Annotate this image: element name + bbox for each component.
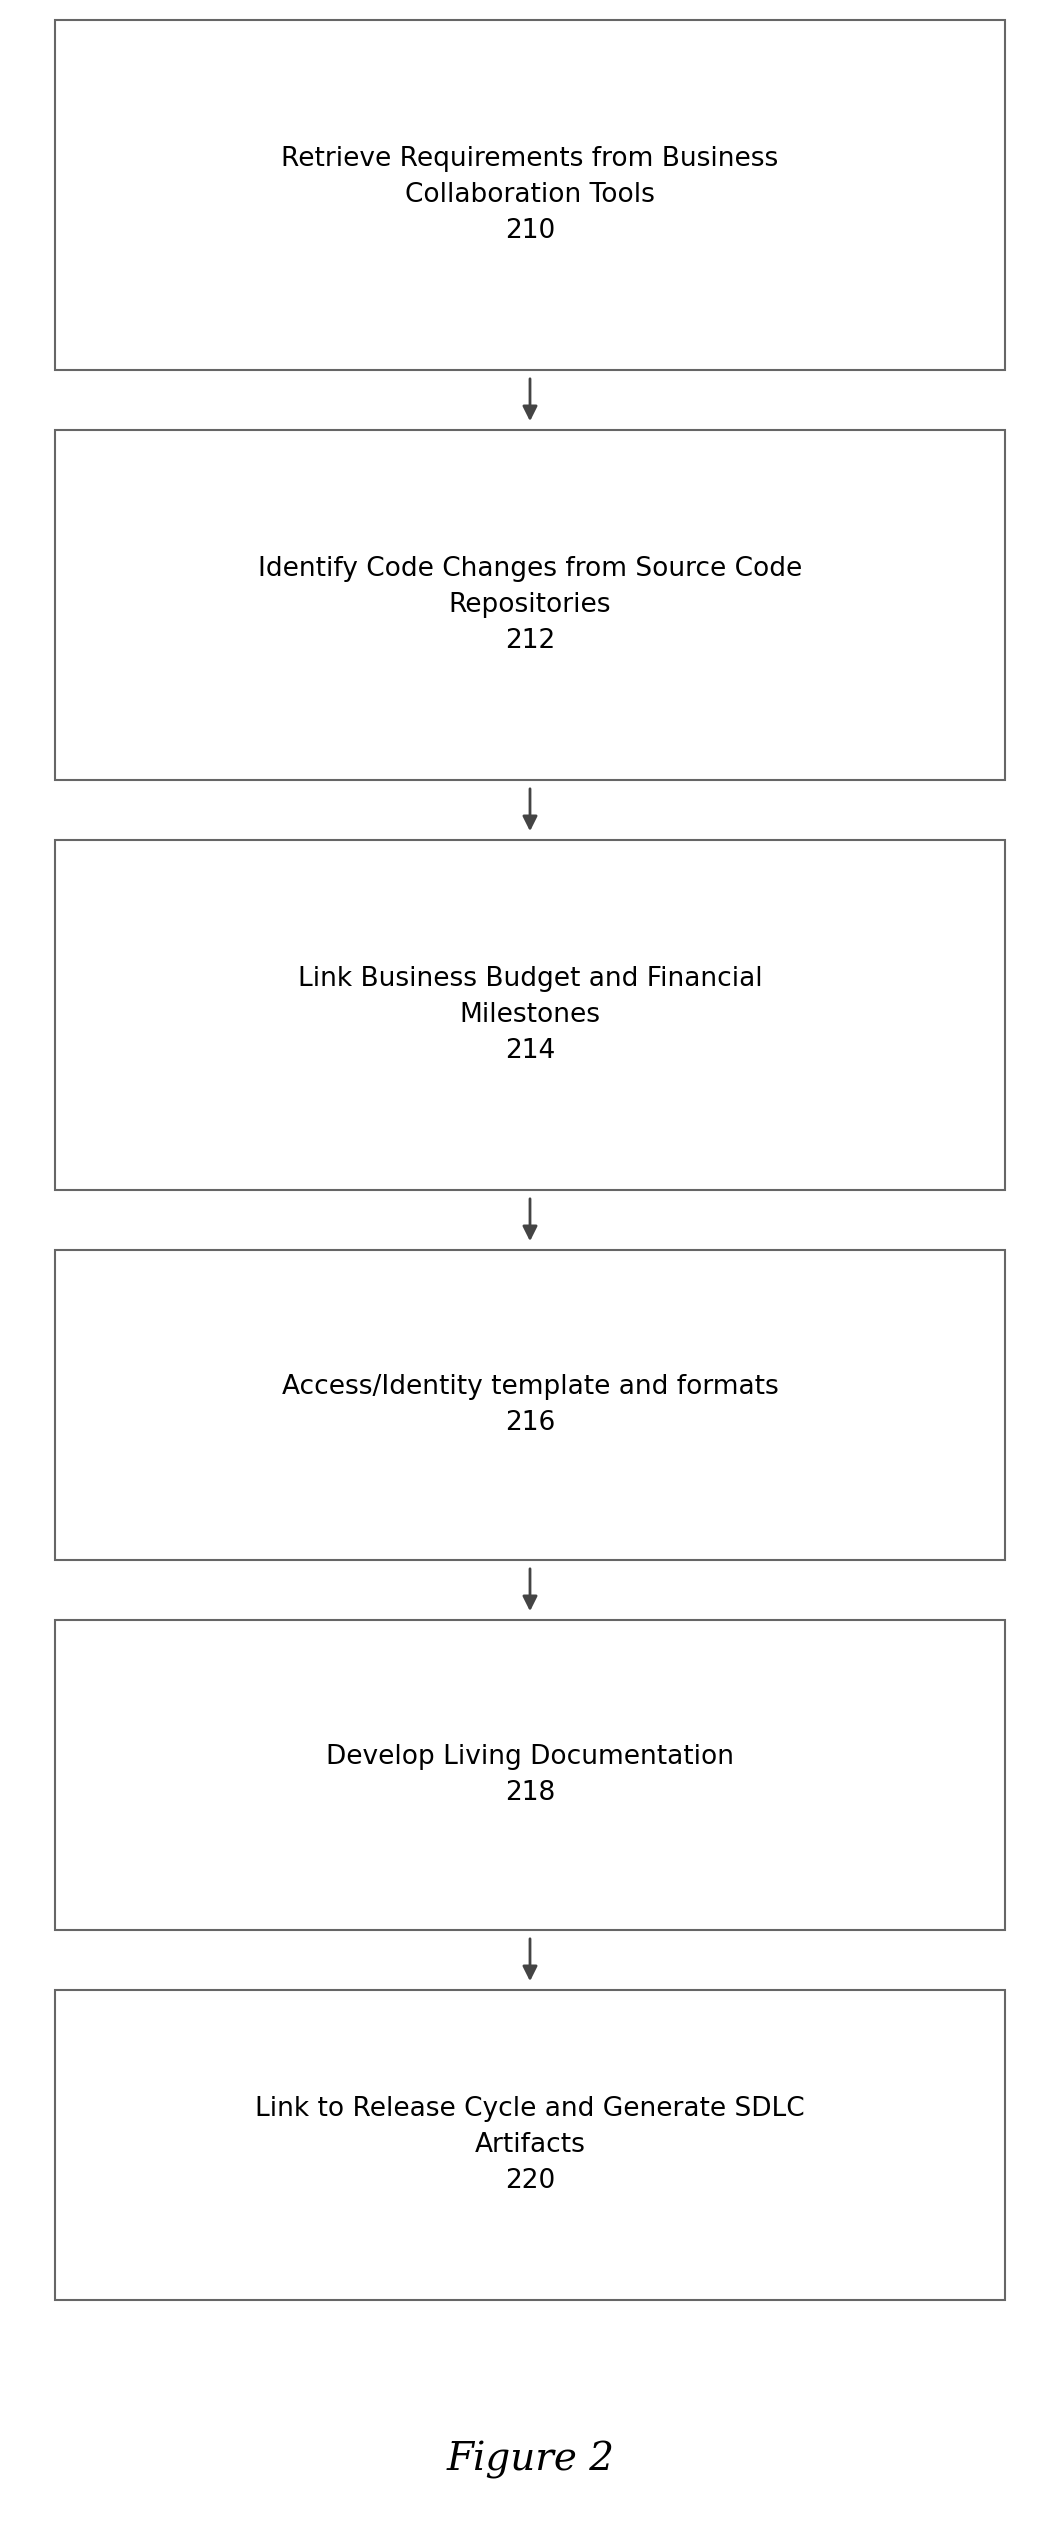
Text: Link Business Budget and Financial
Milestones
214: Link Business Budget and Financial Miles… [297, 965, 763, 1064]
FancyBboxPatch shape [55, 1250, 1005, 1561]
FancyBboxPatch shape [55, 840, 1005, 1189]
Text: Identify Code Changes from Source Code
Repositories
212: Identify Code Changes from Source Code R… [258, 555, 802, 654]
FancyBboxPatch shape [55, 20, 1005, 369]
Text: Figure 2: Figure 2 [447, 2442, 615, 2480]
Text: Develop Living Documentation
218: Develop Living Documentation 218 [326, 1744, 734, 1805]
Text: Retrieve Requirements from Business
Collaboration Tools
210: Retrieve Requirements from Business Coll… [281, 145, 778, 244]
FancyBboxPatch shape [55, 1619, 1005, 1930]
FancyBboxPatch shape [55, 430, 1005, 779]
Text: Access/Identity template and formats
216: Access/Identity template and formats 216 [281, 1375, 778, 1436]
FancyBboxPatch shape [55, 1991, 1005, 2299]
Text: Link to Release Cycle and Generate SDLC
Artifacts
220: Link to Release Cycle and Generate SDLC … [255, 2095, 805, 2195]
